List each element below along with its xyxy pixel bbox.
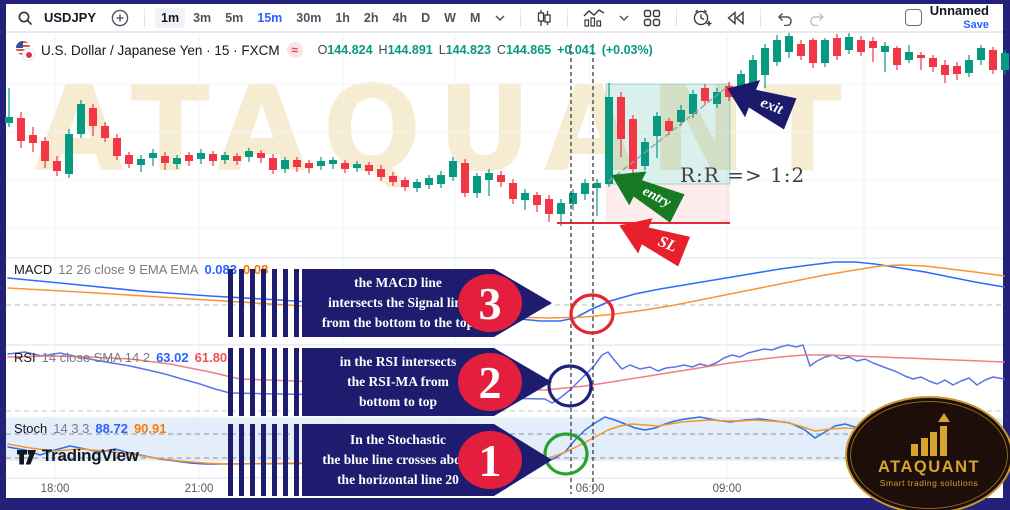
timeframe-1h[interactable]: 1h <box>335 10 350 25</box>
banner-stripes <box>228 269 302 337</box>
tradingview-label: TradingView <box>42 446 139 465</box>
symbol-label[interactable]: USDJPY <box>44 10 97 25</box>
symbol-search-button[interactable] <box>12 8 38 28</box>
timeframe-5m[interactable]: 5m <box>225 10 244 25</box>
callout-banner-macd: the MACD line intersects the Signal line… <box>228 269 552 337</box>
change-percent: (+0.03%) <box>601 43 653 57</box>
search-icon <box>18 11 33 25</box>
redo-button[interactable] <box>803 8 831 28</box>
layout-grid-button[interactable] <box>638 7 666 29</box>
alarm-clock-plus-icon <box>694 9 712 26</box>
symbol-header: U.S. Dollar / Japanese Yen · 15 · FXCM ≈… <box>16 41 653 61</box>
undo-icon <box>778 12 793 26</box>
risk-reward-label: R:R => 1:2 <box>680 163 806 187</box>
timeframe-4h[interactable]: 4h <box>392 10 408 25</box>
ataquant-logo: ATAQUANT Smart trading solutions <box>845 396 1010 510</box>
ataquant-tagline: Smart trading solutions <box>879 478 979 488</box>
ataquant-bars-icon <box>911 413 950 456</box>
undo-button[interactable] <box>771 8 799 28</box>
indicators-dropdown[interactable] <box>614 12 634 24</box>
toolbar-separator <box>520 8 522 27</box>
tradingview-glyph-icon <box>17 450 36 465</box>
usdjpy-flag-icon <box>16 41 35 61</box>
indicators-button[interactable] <box>578 7 610 29</box>
ataquant-name: ATAQUANT <box>877 458 981 476</box>
alert-button[interactable] <box>687 6 718 29</box>
time-label: 18:00 <box>40 483 70 495</box>
chart-frame <box>6 4 1003 498</box>
step-3-badge: 3 <box>458 274 522 332</box>
tradingview-logo[interactable]: TradingView <box>16 446 139 466</box>
time-label: 06:00 <box>575 483 605 495</box>
rsi-pane-label[interactable]: RSI 14 close SMA 14 2 63.02 61.80 <box>14 350 228 365</box>
symbol-title[interactable]: U.S. Dollar / Japanese Yen · 15 · FXCM <box>41 42 280 58</box>
timeframe-1m[interactable]: 1m <box>155 7 186 28</box>
time-label: 21:00 <box>184 483 214 495</box>
banner-stripes <box>228 348 302 416</box>
plus-circle-icon <box>111 9 129 26</box>
ohlc-values: O144.824 H144.891 L144.823 C144.865 +0.0… <box>317 43 653 57</box>
approx-badge: ≈ <box>286 42 303 58</box>
change-value: +0.041 <box>557 43 596 57</box>
timeframe-row: 1m 3m 5m 15m 30m 1h 2h 4h D W M <box>155 7 486 28</box>
top-toolbar: USDJPY 1m 3m 5m 15m 30m 1h 2h 4h D W M <box>6 3 1003 33</box>
callout-banner-rsi: in the RSI intersects the RSI-MA from bo… <box>228 348 552 416</box>
toolbar-separator <box>760 8 762 27</box>
timeframe-W[interactable]: W <box>444 10 456 25</box>
step-2-badge: 2 <box>458 353 522 411</box>
timeframe-M[interactable]: M <box>469 10 481 25</box>
indicators-icon <box>583 8 605 27</box>
timeframe-D[interactable]: D <box>421 10 431 25</box>
step-1-badge: 1 <box>458 431 522 489</box>
redo-icon <box>810 12 825 26</box>
replay-rewind-icon <box>727 10 745 25</box>
timeframe-30m[interactable]: 30m <box>296 10 322 25</box>
layout-name-label: Unnamed <box>929 3 989 19</box>
time-label: 09:00 <box>712 483 742 495</box>
timeframe-15m[interactable]: 15m <box>257 10 283 25</box>
save-button[interactable]: Save <box>963 18 989 31</box>
callout-banner-stoch: In the Stochastic the blue line crosses … <box>228 424 552 496</box>
compare-add-button[interactable] <box>106 7 134 29</box>
toolbar-separator <box>676 8 678 27</box>
stoch-pane-label[interactable]: Stoch 14 3 3 88.72 90.91 <box>14 421 167 436</box>
chevron-down-icon <box>619 14 629 21</box>
bar-replay-button[interactable] <box>722 9 750 27</box>
timeframe-2h[interactable]: 2h <box>363 10 379 25</box>
toolbar-separator <box>567 8 569 27</box>
timeframe-dropdown[interactable] <box>490 12 510 24</box>
timeframe-3m[interactable]: 3m <box>193 10 212 25</box>
banner-stripes <box>228 424 302 496</box>
chart-type-button[interactable] <box>531 7 557 29</box>
candlestick-icon <box>538 9 552 26</box>
layout-checkbox[interactable] <box>904 8 922 26</box>
chevron-down-icon <box>495 14 505 21</box>
grid-layout-icon <box>644 9 661 26</box>
toolbar-separator <box>144 8 146 27</box>
